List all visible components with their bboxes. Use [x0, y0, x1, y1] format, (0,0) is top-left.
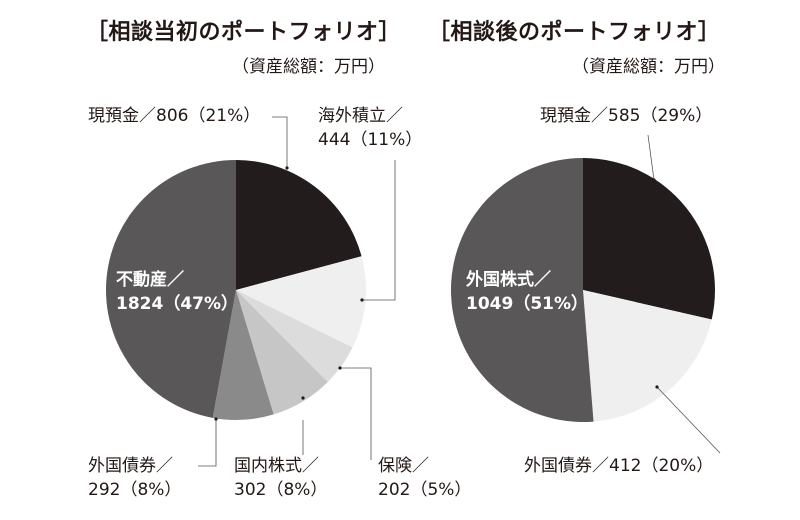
label-fudosan: 不動産／ 1824（47%）: [116, 270, 239, 314]
label-gaikoku-saiken-1: 外国債券／ 292（8%）: [88, 456, 182, 500]
chart2-subtitle: （資産総額：万円）: [572, 57, 725, 77]
leader-dot-1: [360, 298, 364, 302]
pie2-slice-1: [583, 290, 712, 422]
leader-line-2: [340, 367, 372, 460]
leader-line-5: [647, 134, 655, 181]
pie1-slice-1: [236, 256, 367, 348]
chart2-title: ［相談後のポートフォリオ］: [428, 20, 721, 45]
label-genyokin-1: 現預金／806（21%）: [88, 106, 261, 126]
pie1-slice-4: [212, 290, 274, 420]
leader-line-1: [362, 160, 396, 301]
leader-dot-4: [214, 417, 218, 421]
leader-dot-3: [301, 396, 305, 400]
chart1-subtitle: （資産総額：万円）: [232, 57, 385, 77]
label-kaigai-tsumitate: 海外積立／ 444（11%）: [318, 106, 423, 150]
pie1-slice-3: [236, 290, 328, 415]
pie1-slice-0: [236, 160, 362, 290]
leader-dot-2: [338, 366, 342, 370]
label-hoken: 保険／ 202（5%）: [378, 456, 472, 500]
label-gaikoku-saiken-2: 外国債券／412（20%）: [524, 456, 714, 476]
leader-line-4: [198, 420, 217, 467]
pie1-slice-2: [236, 290, 353, 383]
pie1-slice-5: [106, 160, 236, 418]
leader-dot-0: [285, 166, 289, 170]
label-genyokin-2: 現預金／585（29%）: [540, 106, 713, 126]
pie2-slice-2: [451, 158, 594, 422]
label-kokunai-kabushiki: 国内株式／ 302（8%）: [234, 456, 328, 500]
leader-line-0: [272, 116, 288, 168]
chart1-title: ［相談当初のポートフォリオ］: [86, 20, 402, 45]
leader-dot-5: [652, 178, 656, 182]
pie2-slice-0: [583, 158, 716, 320]
leader-line-6: [656, 386, 721, 454]
leader-dot-6: [655, 385, 659, 389]
label-gaikoku-kabushiki: 外国株式／ 1049（51%）: [466, 270, 589, 314]
